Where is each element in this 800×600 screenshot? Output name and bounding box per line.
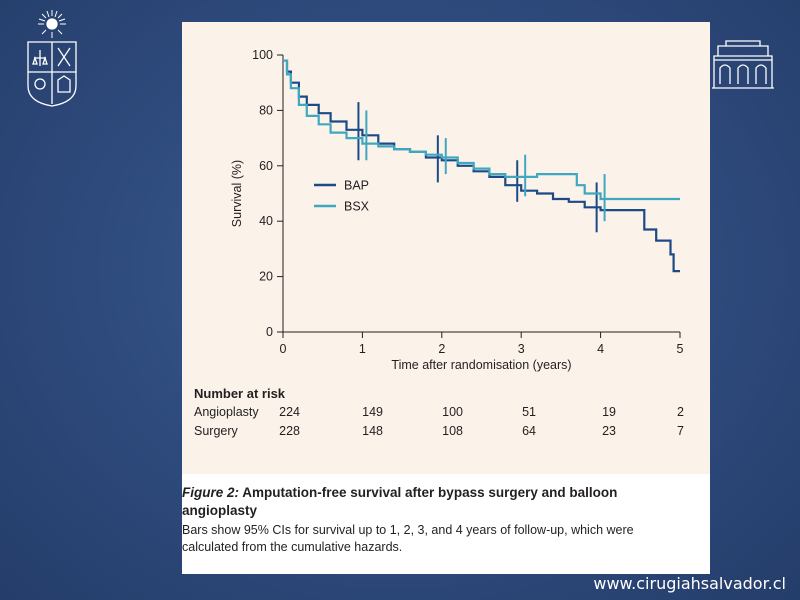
figure-card: 0 20 40 60 80 100 0 1 2 3 4 5 Time after randomisati… xyxy=(182,22,710,574)
risk-value: 224 xyxy=(279,405,300,419)
risk-row-label: Angioplasty xyxy=(194,405,259,419)
risk-value: 2 xyxy=(677,405,684,419)
risk-row-surgery: Surgery 228 148 108 64 23 7 xyxy=(182,424,710,442)
caption-title-text: Amputation-free survival after bypass su… xyxy=(182,485,618,518)
x-tick-label: 3 xyxy=(518,342,525,356)
series-line-bap xyxy=(283,59,680,273)
x-tick-label: 2 xyxy=(438,342,445,356)
figure-caption: Figure 2: Amputation-free survival after… xyxy=(182,484,692,556)
risk-value: 228 xyxy=(279,424,300,438)
x-axis-label: Time after randomisation (years) xyxy=(391,358,571,372)
figure-panel: 0 20 40 60 80 100 0 1 2 3 4 5 Time after randomisati… xyxy=(182,22,710,474)
caption-title: Figure 2: Amputation-free survival after… xyxy=(182,484,692,520)
series-line-bsx xyxy=(283,59,680,201)
legend-label: BAP xyxy=(344,179,369,193)
risk-value: 64 xyxy=(522,424,536,438)
y-tick-label: 80 xyxy=(259,103,273,117)
risk-table-title: Number at risk xyxy=(194,386,286,401)
website-url[interactable]: www.cirugiahsalvador.cl xyxy=(593,574,786,593)
x-tick-label: 0 xyxy=(280,342,287,356)
legend-label: BSX xyxy=(344,200,370,214)
risk-row-label: Surgery xyxy=(194,424,238,438)
risk-value: 7 xyxy=(677,424,684,438)
risk-value: 100 xyxy=(442,405,463,419)
x-tick-label: 1 xyxy=(359,342,366,356)
survival-chart: 0 20 40 60 80 100 0 1 2 3 4 5 Time after randomisati… xyxy=(230,48,684,372)
x-tick-label: 5 xyxy=(677,342,684,356)
risk-value: 23 xyxy=(602,424,616,438)
y-tick-label: 60 xyxy=(259,159,273,173)
y-tick-label: 100 xyxy=(252,48,273,62)
figure-label: Figure 2: xyxy=(182,485,240,500)
risk-value: 149 xyxy=(362,405,383,419)
x-tick-label: 4 xyxy=(597,342,604,356)
risk-value: 148 xyxy=(362,424,383,438)
risk-value: 19 xyxy=(602,405,616,419)
y-tick-label: 0 xyxy=(266,325,273,339)
risk-value: 51 xyxy=(522,405,536,419)
risk-row-angioplasty: Angioplasty 224 149 100 51 19 2 xyxy=(182,405,710,423)
y-axis-label: Survival (%) xyxy=(230,160,244,227)
hospital-building-icon xyxy=(712,40,774,89)
y-tick-label: 20 xyxy=(259,270,273,284)
university-crest-icon xyxy=(27,10,77,107)
risk-value: 108 xyxy=(442,424,463,438)
caption-body: Bars show 95% CIs for survival up to 1, … xyxy=(182,523,634,554)
y-tick-label: 40 xyxy=(259,214,273,228)
risk-table: Number at risk Angioplasty 224 149 100 5… xyxy=(182,384,710,474)
